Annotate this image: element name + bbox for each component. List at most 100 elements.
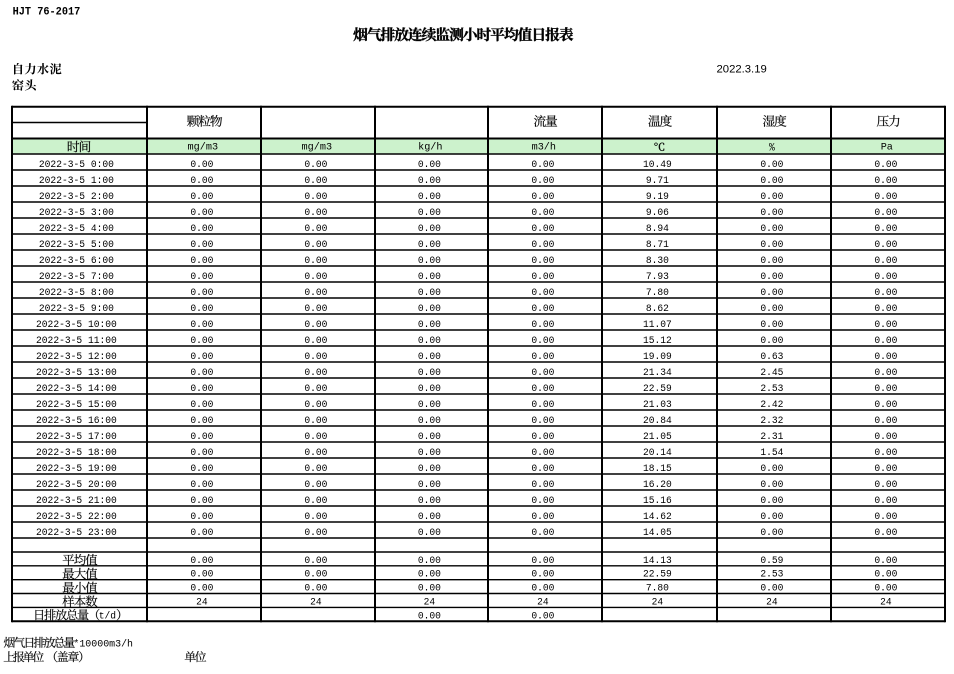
svg-text:0.00: 0.00 xyxy=(304,447,327,459)
svg-text:22.59: 22.59 xyxy=(643,569,672,581)
svg-text:m3/h: m3/h xyxy=(532,142,556,154)
svg-text:0.00: 0.00 xyxy=(874,207,897,219)
svg-text:0.00: 0.00 xyxy=(418,415,441,427)
svg-text:0.00: 0.00 xyxy=(874,319,897,331)
svg-text:0.00: 0.00 xyxy=(874,383,897,395)
svg-text:0.00: 0.00 xyxy=(874,447,897,459)
svg-text:2022-3-5 17:00: 2022-3-5 17:00 xyxy=(36,431,117,443)
svg-text:8.94: 8.94 xyxy=(646,223,669,235)
svg-text:0.00: 0.00 xyxy=(531,191,554,203)
svg-text:24: 24 xyxy=(310,596,322,608)
svg-text:0.00: 0.00 xyxy=(874,335,897,347)
svg-text:0.00: 0.00 xyxy=(304,367,327,379)
svg-text:0.00: 0.00 xyxy=(190,415,213,427)
svg-text:0.00: 0.00 xyxy=(531,159,554,171)
svg-text:0.00: 0.00 xyxy=(418,431,441,443)
svg-text:0.00: 0.00 xyxy=(418,255,441,267)
svg-text:mg/m3: mg/m3 xyxy=(302,142,333,154)
svg-text:*10000m3/h: *10000m3/h xyxy=(73,638,133,650)
svg-text:0.00: 0.00 xyxy=(304,569,327,581)
svg-text:0.00: 0.00 xyxy=(190,335,213,347)
svg-text:0.00: 0.00 xyxy=(190,351,213,363)
svg-text:0.00: 0.00 xyxy=(874,239,897,251)
svg-text:0.00: 0.00 xyxy=(874,223,897,235)
svg-text:0.00: 0.00 xyxy=(418,319,441,331)
svg-text:0.00: 0.00 xyxy=(304,223,327,235)
svg-text:0.00: 0.00 xyxy=(304,431,327,443)
svg-text:0.00: 0.00 xyxy=(874,569,897,581)
svg-text:0.00: 0.00 xyxy=(874,399,897,411)
svg-text:14.05: 14.05 xyxy=(643,527,672,539)
svg-text:0.00: 0.00 xyxy=(304,383,327,395)
svg-text:0.00: 0.00 xyxy=(418,495,441,507)
svg-text:0.00: 0.00 xyxy=(190,303,213,315)
svg-text:0.00: 0.00 xyxy=(304,159,327,171)
svg-text:0.00: 0.00 xyxy=(190,495,213,507)
svg-text:0.00: 0.00 xyxy=(874,479,897,491)
svg-text:0.00: 0.00 xyxy=(874,255,897,267)
svg-text:0.00: 0.00 xyxy=(531,431,554,443)
svg-text:0.00: 0.00 xyxy=(531,207,554,219)
svg-text:0.00: 0.00 xyxy=(760,335,783,347)
svg-text:2022-3-5 21:00: 2022-3-5 21:00 xyxy=(36,495,117,507)
svg-text:0.00: 0.00 xyxy=(190,223,213,235)
svg-text:0.00: 0.00 xyxy=(531,287,554,299)
svg-text:0.00: 0.00 xyxy=(190,383,213,395)
svg-text:0.00: 0.00 xyxy=(531,223,554,235)
svg-text:7.93: 7.93 xyxy=(646,271,669,283)
svg-text:0.00: 0.00 xyxy=(760,207,783,219)
svg-text:2022-3-5 9:00: 2022-3-5 9:00 xyxy=(39,303,114,315)
svg-text:2022-3-5 10:00: 2022-3-5 10:00 xyxy=(36,319,117,331)
svg-text:0.00: 0.00 xyxy=(304,527,327,539)
svg-text:0.00: 0.00 xyxy=(874,463,897,475)
svg-text:0.00: 0.00 xyxy=(760,495,783,507)
svg-text:0.00: 0.00 xyxy=(531,175,554,187)
svg-text:0.00: 0.00 xyxy=(190,399,213,411)
svg-text:2022-3-5 8:00: 2022-3-5 8:00 xyxy=(39,287,114,299)
svg-text:0.00: 0.00 xyxy=(874,175,897,187)
svg-text:0.00: 0.00 xyxy=(760,191,783,203)
svg-text:0.00: 0.00 xyxy=(531,351,554,363)
svg-text:16.20: 16.20 xyxy=(643,479,672,491)
svg-text:2.53: 2.53 xyxy=(760,383,783,395)
svg-text:21.05: 21.05 xyxy=(643,431,672,443)
svg-text:0.00: 0.00 xyxy=(304,415,327,427)
svg-text:2022-3-5 22:00: 2022-3-5 22:00 xyxy=(36,511,117,523)
svg-text:20.84: 20.84 xyxy=(643,415,672,427)
svg-text:14.13: 14.13 xyxy=(643,555,672,567)
svg-text:7.80: 7.80 xyxy=(646,287,669,299)
svg-text:0.00: 0.00 xyxy=(760,271,783,283)
svg-text:0.00: 0.00 xyxy=(760,479,783,491)
svg-text:0.00: 0.00 xyxy=(304,239,327,251)
svg-text:HJT 76-2017: HJT 76-2017 xyxy=(13,7,81,19)
svg-text:0.00: 0.00 xyxy=(304,495,327,507)
svg-text:0.00: 0.00 xyxy=(304,271,327,283)
svg-text:24: 24 xyxy=(537,596,549,608)
svg-text:0.00: 0.00 xyxy=(760,583,783,595)
svg-text:15.16: 15.16 xyxy=(643,495,672,507)
svg-text:0.00: 0.00 xyxy=(760,223,783,235)
svg-text:21.03: 21.03 xyxy=(643,399,672,411)
svg-text:0.00: 0.00 xyxy=(531,569,554,581)
svg-text:0.00: 0.00 xyxy=(418,287,441,299)
svg-text:0.00: 0.00 xyxy=(190,447,213,459)
svg-text:0.00: 0.00 xyxy=(418,175,441,187)
svg-text:0.00: 0.00 xyxy=(874,555,897,567)
svg-text:0.00: 0.00 xyxy=(418,463,441,475)
svg-text:11.07: 11.07 xyxy=(643,319,672,331)
svg-text:24: 24 xyxy=(424,596,436,608)
svg-text:0.00: 0.00 xyxy=(190,191,213,203)
svg-text:0.00: 0.00 xyxy=(304,191,327,203)
svg-text:0.00: 0.00 xyxy=(874,271,897,283)
svg-text:0.00: 0.00 xyxy=(874,511,897,523)
svg-text:0.00: 0.00 xyxy=(418,447,441,459)
svg-text:0.00: 0.00 xyxy=(304,555,327,567)
svg-text:0.00: 0.00 xyxy=(760,175,783,187)
svg-text:Pa: Pa xyxy=(881,142,893,154)
svg-text:20.14: 20.14 xyxy=(643,447,672,459)
svg-text:2022-3-5 11:00: 2022-3-5 11:00 xyxy=(36,335,117,347)
svg-text:0.00: 0.00 xyxy=(418,610,441,622)
svg-text:2022-3-5 5:00: 2022-3-5 5:00 xyxy=(39,239,114,251)
svg-text:0.00: 0.00 xyxy=(304,287,327,299)
svg-text:2022-3-5 19:00: 2022-3-5 19:00 xyxy=(36,463,117,475)
